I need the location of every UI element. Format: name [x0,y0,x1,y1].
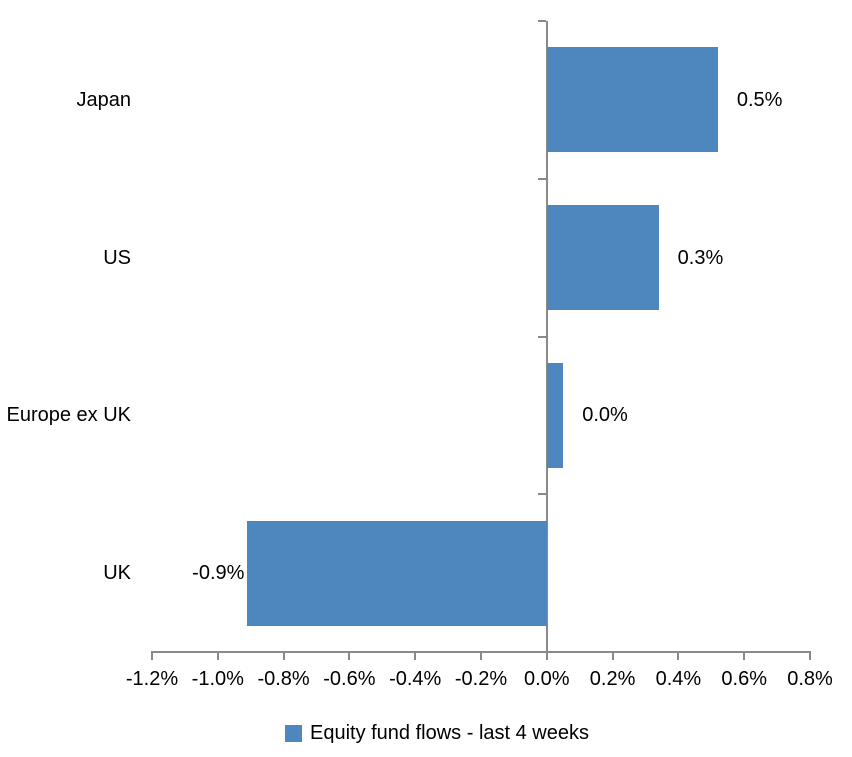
x-axis-tick-label: 0.6% [721,668,767,690]
legend-swatch-icon [284,724,302,742]
bar [546,47,718,153]
category-label: UK [103,562,131,585]
bar-data-label: 0.0% [582,404,628,427]
legend-label: Equity fund flows - last 4 weeks [309,722,589,744]
x-axis-tick [216,652,219,660]
x-axis-tick [480,652,482,660]
x-axis-tick-label: 0.0% [524,668,570,690]
x-axis-tick [348,652,351,660]
category-axis-tick [537,20,546,22]
x-axis-tick-label: -0.4% [389,668,442,690]
x-axis-tick [809,652,811,660]
x-axis-tick [743,652,746,660]
x-axis-tick-label: -0.8% [257,668,310,690]
category-axis-tick [537,177,546,180]
bar-data-label: 0.3% [677,246,724,269]
x-axis-tick [677,652,680,660]
category-label: US [103,246,131,269]
x-axis-tick-label: -1.0% [191,668,244,690]
x-axis-tick-label: 0.4% [655,668,702,690]
legend: Equity fund flows - last 4 weeks [11,718,852,748]
x-axis-tick [282,652,285,660]
x-axis-tick-label: 0.2% [589,668,636,690]
x-axis-tick [151,652,153,660]
category-axis-tick [537,335,546,338]
x-axis-tick [611,652,614,660]
bar-data-label: -0.9% [192,562,245,585]
category-axis-line [545,21,548,652]
x-axis-tick [414,652,417,660]
category-label: Japan [76,88,132,111]
x-axis-tick-label: 0.8% [787,668,833,690]
bar [546,205,659,311]
x-axis-tick [545,652,548,660]
category-axis-tick [537,493,546,496]
category-axis-tick [537,651,546,653]
bar [247,520,547,626]
x-axis-tick-label: -0.6% [323,668,376,690]
bar-data-label: 0.5% [736,88,783,111]
x-axis-tick-label: -1.2% [125,668,179,690]
bar [546,362,564,468]
category-label: Europe ex UK [6,404,131,427]
x-axis-tick-label: -0.2% [454,668,508,690]
